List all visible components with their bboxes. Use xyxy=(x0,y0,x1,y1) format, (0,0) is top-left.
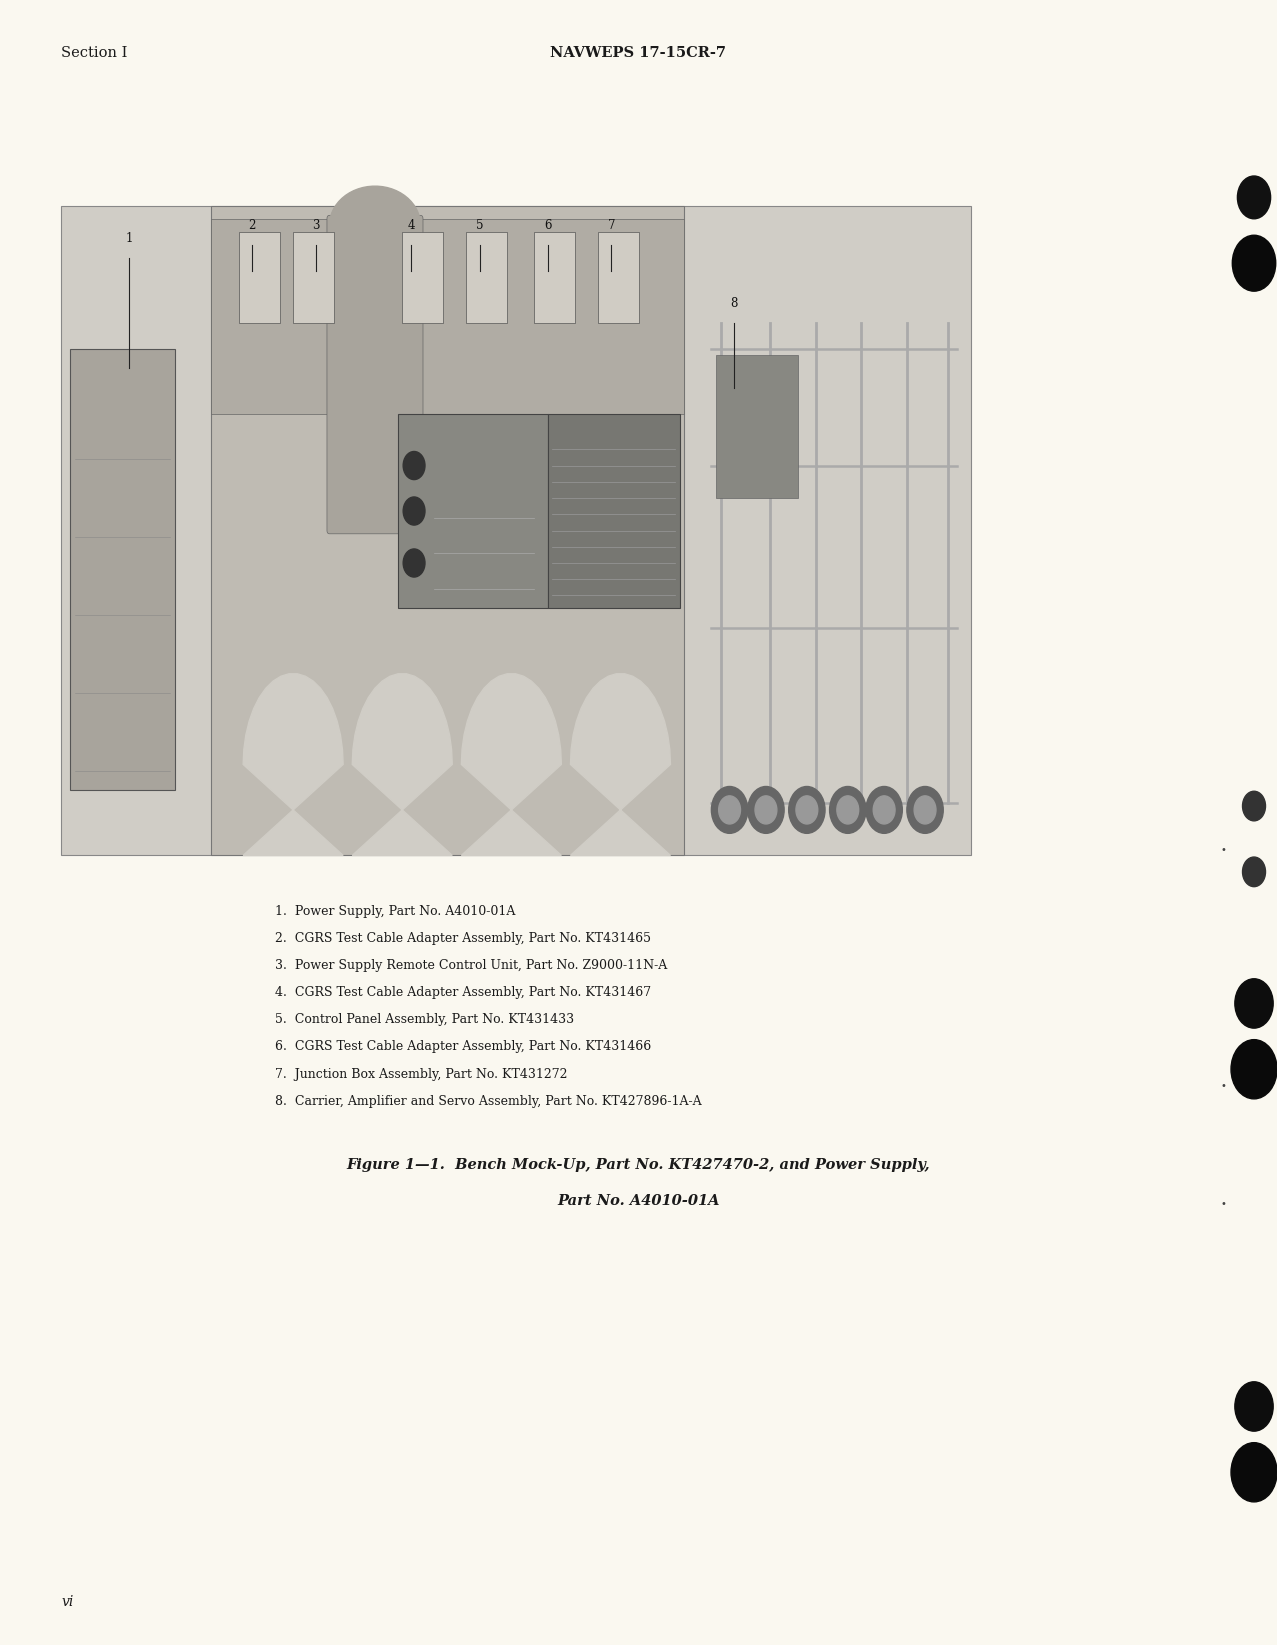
Circle shape xyxy=(1231,1040,1277,1099)
FancyBboxPatch shape xyxy=(327,215,423,533)
Bar xyxy=(598,232,638,322)
Bar xyxy=(548,413,679,609)
Text: Figure 1—1.  Bench Mock-Up, Part No. KT427470-2, and Power Supply,: Figure 1—1. Bench Mock-Up, Part No. KT42… xyxy=(346,1158,931,1173)
Text: 4.  CGRS Test Cable Adapter Assembly, Part No. KT431467: 4. CGRS Test Cable Adapter Assembly, Par… xyxy=(275,985,651,999)
Text: 2.  CGRS Test Cable Adapter Assembly, Part No. KT431465: 2. CGRS Test Cable Adapter Assembly, Par… xyxy=(275,931,650,944)
Text: 7: 7 xyxy=(608,219,616,232)
Text: 8: 8 xyxy=(730,296,738,309)
Circle shape xyxy=(907,786,944,834)
Circle shape xyxy=(914,796,936,824)
Text: •: • xyxy=(1221,846,1226,855)
Bar xyxy=(70,349,175,790)
Text: 3.  Power Supply Remote Control Unit, Part No. Z9000-11N-A: 3. Power Supply Remote Control Unit, Par… xyxy=(275,959,667,972)
Circle shape xyxy=(1232,235,1276,291)
Bar xyxy=(397,413,548,609)
Circle shape xyxy=(719,796,741,824)
Circle shape xyxy=(748,786,784,834)
Circle shape xyxy=(1237,176,1271,219)
Bar xyxy=(466,232,507,322)
Circle shape xyxy=(404,451,425,480)
Bar xyxy=(211,219,684,413)
Circle shape xyxy=(789,786,825,834)
Bar xyxy=(294,232,335,322)
Circle shape xyxy=(755,796,776,824)
Text: 3: 3 xyxy=(312,219,319,232)
Text: 5.  Control Panel Assembly, Part No. KT431433: 5. Control Panel Assembly, Part No. KT43… xyxy=(275,1013,573,1026)
Circle shape xyxy=(1231,1443,1277,1502)
Text: 8.  Carrier, Amplifier and Servo Assembly, Part No. KT427896-1A-A: 8. Carrier, Amplifier and Servo Assembly… xyxy=(275,1096,701,1107)
Circle shape xyxy=(711,786,748,834)
Text: NAVWEPS 17-15CR-7: NAVWEPS 17-15CR-7 xyxy=(550,46,727,61)
Text: 1: 1 xyxy=(126,232,133,245)
Circle shape xyxy=(796,796,817,824)
Text: 6: 6 xyxy=(544,219,552,232)
Polygon shape xyxy=(243,674,344,855)
Text: 4: 4 xyxy=(407,219,415,232)
Circle shape xyxy=(404,549,425,577)
Polygon shape xyxy=(461,674,562,855)
Text: •: • xyxy=(1221,1081,1226,1091)
Circle shape xyxy=(1235,1382,1273,1431)
Text: Section I: Section I xyxy=(61,46,128,61)
Polygon shape xyxy=(352,674,452,855)
Text: vi: vi xyxy=(61,1594,74,1609)
Circle shape xyxy=(830,786,866,834)
Text: Part No. A4010-01A: Part No. A4010-01A xyxy=(557,1194,720,1209)
Circle shape xyxy=(836,796,858,824)
Circle shape xyxy=(1235,979,1273,1028)
Bar xyxy=(402,232,443,322)
Bar xyxy=(716,355,798,498)
Text: 6.  CGRS Test Cable Adapter Assembly, Part No. KT431466: 6. CGRS Test Cable Adapter Assembly, Par… xyxy=(275,1041,651,1053)
Bar xyxy=(61,206,971,855)
Circle shape xyxy=(873,796,895,824)
Text: 5: 5 xyxy=(476,219,483,232)
Bar xyxy=(239,232,280,322)
Bar xyxy=(211,206,684,855)
Circle shape xyxy=(1243,857,1266,887)
Text: 7.  Junction Box Assembly, Part No. KT431272: 7. Junction Box Assembly, Part No. KT431… xyxy=(275,1068,567,1081)
Circle shape xyxy=(1243,791,1266,821)
Circle shape xyxy=(404,497,425,525)
Text: •: • xyxy=(1221,1199,1226,1209)
Polygon shape xyxy=(329,186,420,225)
Text: 1.  Power Supply, Part No. A4010-01A: 1. Power Supply, Part No. A4010-01A xyxy=(275,905,515,918)
Text: 2: 2 xyxy=(249,219,255,232)
Bar xyxy=(534,232,575,322)
Polygon shape xyxy=(571,674,670,855)
Circle shape xyxy=(866,786,903,834)
